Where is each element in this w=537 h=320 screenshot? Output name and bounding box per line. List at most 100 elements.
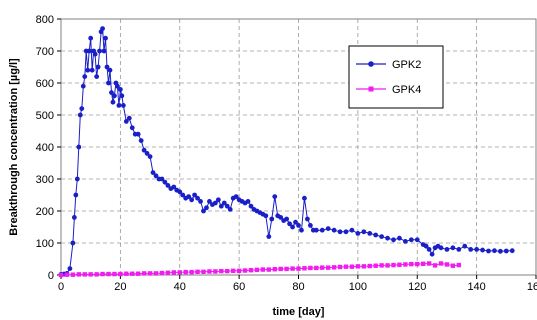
data-point-gpk2 — [112, 93, 117, 99]
data-point-gpk2 — [313, 227, 319, 233]
data-point-gpk2 — [293, 219, 298, 225]
grid — [61, 19, 536, 275]
data-point-gpk2 — [212, 200, 218, 206]
data-point-gpk2 — [67, 266, 73, 271]
data-point-gpk2 — [119, 93, 125, 99]
data-point-gpk4 — [248, 268, 254, 273]
data-point-gpk2 — [104, 64, 110, 70]
data-point-gpk2 — [302, 195, 307, 201]
data-point-gpk4 — [165, 270, 171, 275]
data-point-gpk4 — [230, 268, 236, 274]
data-point-gpk2 — [71, 215, 77, 220]
series-line-gpk2 — [60, 28, 513, 275]
data-point-gpk2 — [269, 216, 275, 222]
series-layer — [58, 26, 515, 278]
data-point-gpk2 — [331, 227, 337, 233]
data-point-gpk4 — [308, 265, 313, 271]
data-point-gpk2 — [337, 229, 343, 235]
data-point-gpk2 — [450, 245, 456, 251]
x-tick-label: 80 — [292, 281, 304, 293]
data-point-gpk2 — [82, 74, 88, 79]
data-point-gpk2 — [70, 240, 76, 246]
data-point-gpk4 — [367, 263, 372, 269]
data-point-gpk4 — [76, 272, 82, 277]
data-point-gpk2 — [429, 251, 435, 257]
y-tick-label: 600 — [36, 78, 54, 90]
x-tick-label: 0 — [58, 281, 64, 293]
data-point-gpk2 — [299, 227, 304, 233]
data-point-gpk2 — [492, 248, 497, 254]
data-point-gpk2 — [101, 48, 107, 54]
data-point-gpk4 — [361, 264, 367, 269]
data-point-gpk2 — [103, 35, 108, 41]
data-point-gpk2 — [305, 216, 310, 222]
data-point-gpk4 — [426, 261, 432, 266]
data-point-gpk2 — [468, 247, 474, 252]
data-point-gpk4 — [260, 267, 266, 272]
data-point-gpk2 — [367, 231, 373, 236]
data-point-gpk2 — [189, 197, 195, 203]
data-point-gpk2 — [486, 248, 491, 254]
data-point-gpk4 — [266, 267, 272, 272]
data-point-gpk2 — [248, 203, 254, 209]
data-point-gpk2 — [116, 103, 122, 108]
data-point-gpk2 — [509, 248, 515, 254]
data-point-gpk2 — [325, 226, 331, 232]
data-point-gpk2 — [444, 247, 450, 252]
data-point-gpk2 — [426, 247, 432, 252]
data-point-gpk4 — [153, 271, 159, 276]
data-point-gpk2 — [110, 99, 116, 105]
legend-marker-gpk2 — [368, 61, 374, 67]
data-point-gpk4 — [432, 263, 438, 268]
data-point-gpk2 — [284, 216, 290, 222]
data-point-gpk4 — [225, 268, 230, 274]
data-point-gpk4 — [278, 266, 283, 272]
legend: GPK2 GPK4 — [348, 45, 444, 109]
data-point-gpk2 — [290, 224, 295, 230]
data-point-gpk4 — [94, 272, 99, 277]
data-point-gpk4 — [254, 267, 260, 273]
data-point-gpk2 — [95, 64, 101, 70]
data-point-gpk4 — [219, 268, 224, 274]
data-point-gpk4 — [124, 271, 129, 276]
data-point-gpk2 — [135, 131, 141, 137]
data-point-gpk2 — [503, 248, 509, 254]
data-point-gpk4 — [201, 269, 206, 274]
data-point-gpk2 — [198, 199, 203, 204]
data-point-gpk2 — [141, 147, 147, 153]
x-axis-title: time [day] — [273, 306, 325, 318]
data-point-gpk2 — [138, 138, 144, 144]
data-point-gpk2 — [153, 173, 159, 179]
legend-box — [348, 45, 444, 109]
data-point-gpk2 — [373, 232, 379, 238]
data-point-gpk4 — [195, 269, 200, 274]
data-point-gpk2 — [423, 243, 429, 249]
data-point-gpk2 — [397, 235, 402, 241]
data-point-gpk4 — [141, 271, 147, 276]
data-point-gpk4 — [284, 266, 289, 272]
data-point-gpk2 — [456, 247, 462, 252]
data-point-gpk2 — [147, 154, 153, 160]
data-point-gpk2 — [266, 234, 272, 240]
data-point-gpk4 — [325, 265, 331, 270]
data-point-gpk2 — [109, 90, 114, 95]
data-point-gpk4 — [236, 268, 242, 274]
data-point-gpk4 — [355, 264, 361, 269]
data-point-gpk2 — [272, 194, 278, 200]
data-point-gpk4 — [349, 264, 355, 269]
data-point-gpk4 — [100, 271, 105, 277]
data-point-gpk2 — [89, 67, 95, 73]
y-tick-label: 0 — [48, 270, 54, 282]
x-tick-label: 60 — [233, 281, 245, 293]
data-point-gpk2 — [177, 189, 183, 195]
data-point-gpk4 — [343, 264, 349, 269]
x-tick-label: 20 — [114, 281, 126, 293]
data-point-gpk4 — [397, 262, 402, 267]
data-point-gpk2 — [74, 176, 80, 182]
data-point-gpk2 — [201, 208, 206, 214]
data-point-gpk4 — [213, 269, 218, 274]
x-tick-label: 40 — [174, 281, 186, 293]
data-point-gpk2 — [474, 247, 480, 252]
y-tick-label: 100 — [36, 238, 54, 250]
